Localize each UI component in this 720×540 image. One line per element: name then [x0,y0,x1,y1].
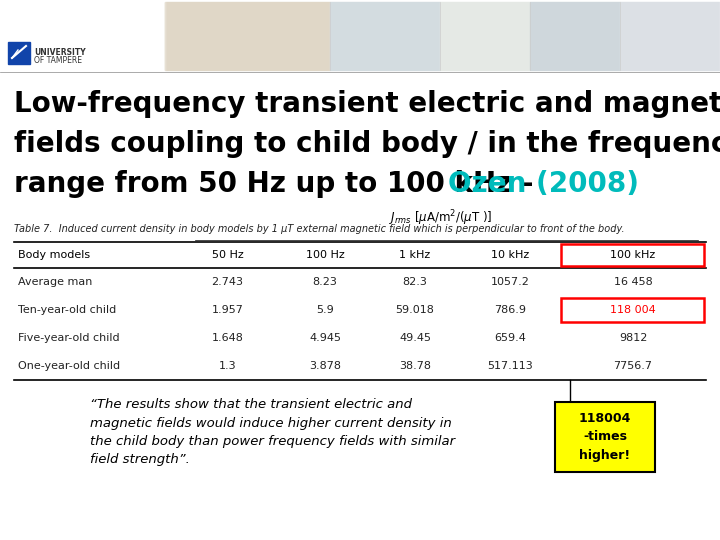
Text: “The results show that the transient electric and
magnetic fields would induce h: “The results show that the transient ele… [90,398,455,467]
Bar [561,244,704,266]
Bar [0,0,165,72]
Text: UNIVERSITY: UNIVERSITY [34,48,86,57]
Text: 3.878: 3.878 [309,361,341,371]
Text: 8.23: 8.23 [312,277,338,287]
Bar [620,2,720,70]
Text: 10 kHz: 10 kHz [491,250,529,260]
Text: Average man: Average man [18,277,92,287]
Text: $J_{rms}$ [$\mu$A/m$^2$/($\mu$T )]: $J_{rms}$ [$\mu$A/m$^2$/($\mu$T )] [389,208,492,228]
Text: 38.78: 38.78 [399,361,431,371]
Text: 1.957: 1.957 [212,305,243,315]
Text: 7756.7: 7756.7 [613,361,652,371]
Bar [165,0,720,72]
Text: 118004
-times
higher!: 118004 -times higher! [579,413,631,462]
Text: 100 Hz: 100 Hz [305,250,344,260]
Text: Low-frequency transient electric and magnetic: Low-frequency transient electric and mag… [14,90,720,118]
Text: 100 kHz: 100 kHz [611,250,656,260]
Text: 1 kHz: 1 kHz [400,250,431,260]
Text: 49.45: 49.45 [399,333,431,343]
Text: One-year-old child: One-year-old child [18,361,120,371]
Text: 5.9: 5.9 [316,305,334,315]
Text: 2.743: 2.743 [212,277,243,287]
Text: 82.3: 82.3 [402,277,428,287]
Text: 1057.2: 1057.2 [490,277,529,287]
Text: fields coupling to child body / in the frequency: fields coupling to child body / in the f… [14,130,720,158]
Text: Ten-year-old child: Ten-year-old child [18,305,116,315]
Text: 517.113: 517.113 [487,361,533,371]
Text: 9812: 9812 [618,333,647,343]
Text: 59.018: 59.018 [395,305,434,315]
Text: OF TAMPERE: OF TAMPERE [34,56,82,65]
Bar [8,42,30,64]
Text: 659.4: 659.4 [494,333,526,343]
Text: 50 Hz: 50 Hz [212,250,243,260]
Text: 1.3: 1.3 [219,361,236,371]
Bar [561,298,704,322]
Bar [165,2,330,70]
Text: 118 004: 118 004 [610,305,656,315]
Text: 4.945: 4.945 [309,333,341,343]
Text: Table 7.  Induced current density in body models by 1 μT external magnetic field: Table 7. Induced current density in body… [14,224,625,234]
Bar [0,0,720,72]
Text: range from 50 Hz up to 100 kHz -: range from 50 Hz up to 100 kHz - [14,170,543,198]
Bar [530,2,620,70]
Bar [555,402,655,472]
Text: 1.648: 1.648 [212,333,243,343]
Bar [330,2,440,70]
Text: 16 458: 16 458 [613,277,652,287]
Text: Ozen (2008): Ozen (2008) [448,170,639,198]
Text: Body models: Body models [18,250,90,260]
Text: Five-year-old child: Five-year-old child [18,333,120,343]
Bar [440,2,530,70]
Text: 786.9: 786.9 [494,305,526,315]
